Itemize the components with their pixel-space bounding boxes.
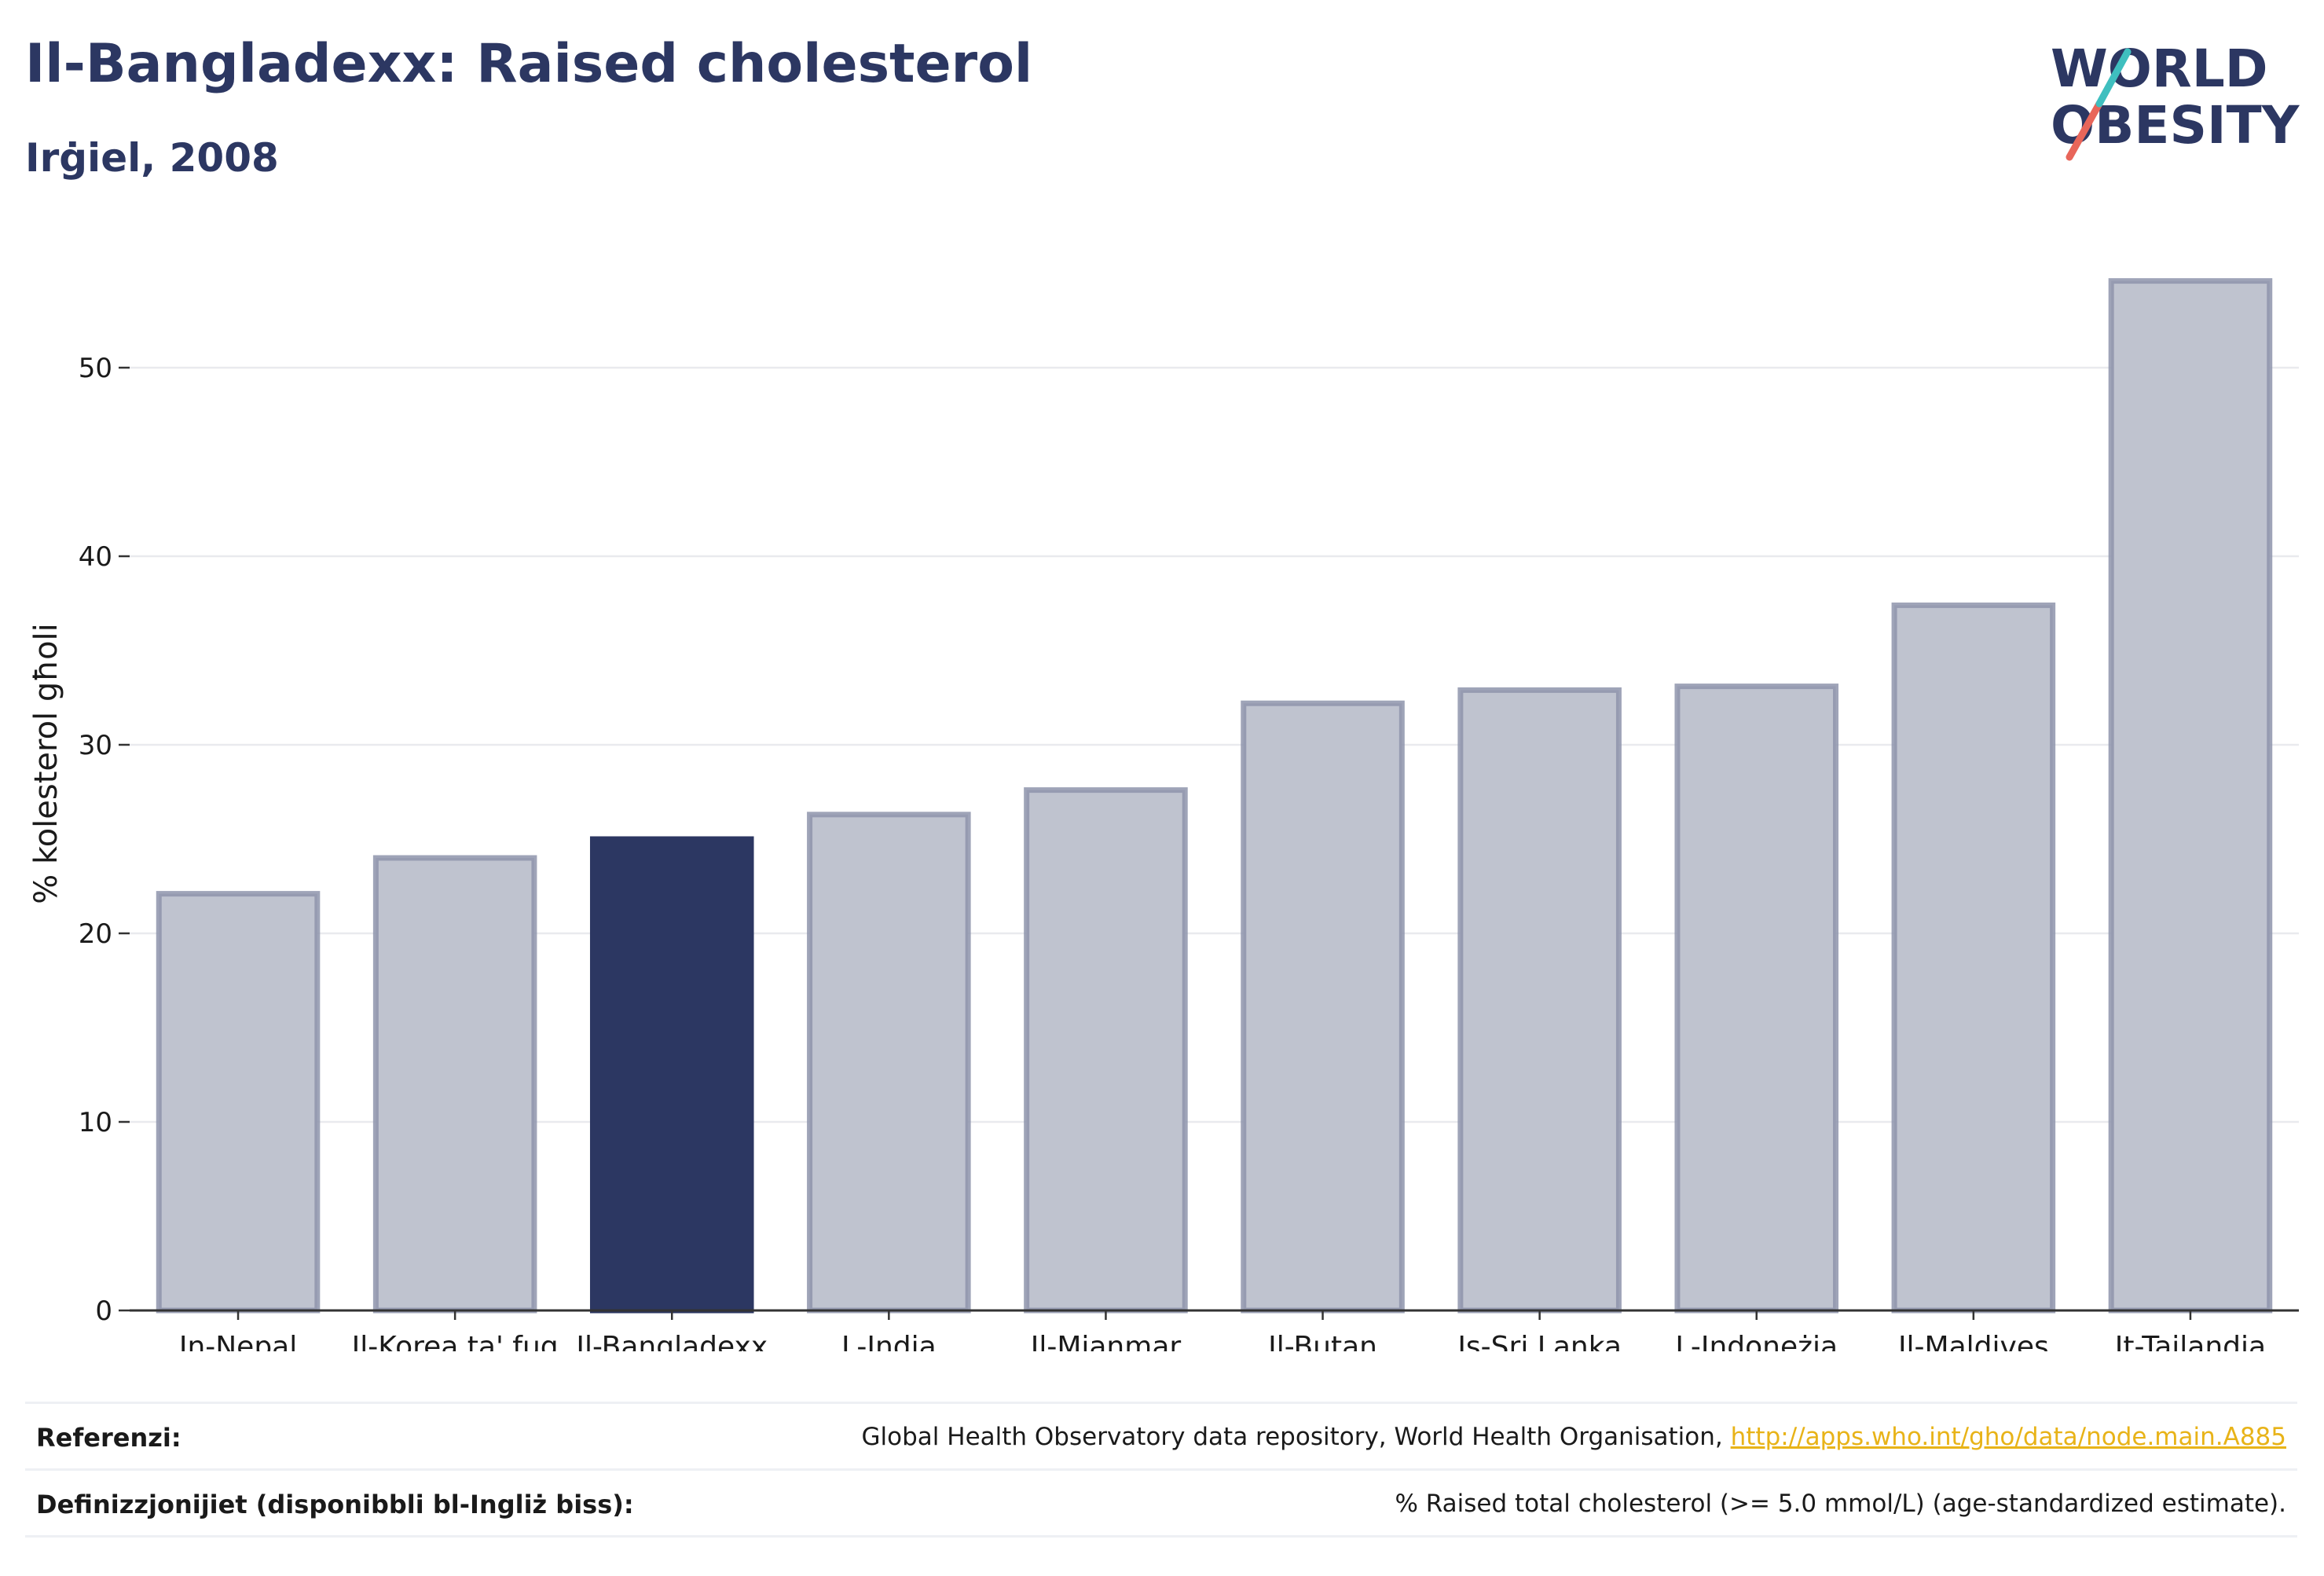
y-axis-title: % kolesterol għoli — [28, 623, 64, 904]
chart-subtitle: Irġiel, 2008 — [25, 135, 279, 181]
axes: 0 10 20 30 40 50 In-Nepal Il-Korea ta' fuq Il-Ba… — [79, 353, 2299, 1351]
y-tick-label: 0 — [95, 1296, 112, 1327]
bar-il-korea-ta-fuq[interactable] — [372, 855, 537, 1314]
references-link[interactable]: http://apps.who.int/gho/data/node.main.A… — [1730, 1423, 2286, 1451]
y-tick-label: 50 — [79, 353, 112, 384]
bar-il-mjanmar[interactable] — [1024, 787, 1188, 1314]
y-tick-label: 40 — [79, 541, 112, 573]
footer-table: Referenzi: Global Health Observatory dat… — [25, 1402, 2297, 1538]
bar-in-nepal[interactable] — [156, 891, 321, 1314]
world-obesity-logo: WORLD OBESITY — [2051, 38, 2300, 161]
references-row: Referenzi: Global Health Observatory dat… — [25, 1402, 2297, 1468]
logo-line-world: WORLD — [2051, 38, 2268, 99]
bar-il-bangladexx[interactable] — [589, 836, 754, 1314]
definitions-value: % Raised total cholesterol (>= 5.0 mmol/… — [1395, 1490, 2286, 1518]
x-tick-label: L-Indja — [841, 1331, 937, 1351]
bar-il-butan[interactable] — [1241, 700, 1405, 1314]
references-label: Referenzi: — [36, 1423, 181, 1453]
x-tick-label: It-Tajlandja — [2115, 1331, 2266, 1351]
y-tick-label: 20 — [79, 918, 112, 950]
logo-slash-red — [2066, 100, 2103, 161]
chart-title: Il-Bangladexx: Raised cholesterol — [25, 33, 1033, 95]
bar-chart: 0 10 20 30 40 50 In-Nepal Il-Korea ta' fuq Il-Ba… — [28, 278, 2299, 1351]
logo-line-obesity: OBESITY — [2051, 95, 2300, 156]
bar-l-indone-ja[interactable] — [1674, 684, 1839, 1314]
logo-slash-teal — [2095, 48, 2132, 108]
x-tick-label: Is-Sri Lanka — [1457, 1331, 1622, 1351]
y-tick-label: 30 — [79, 730, 112, 761]
bar-is-sri-lanka[interactable] — [1457, 687, 1622, 1314]
bar-il-maldives[interactable] — [1891, 602, 2056, 1314]
x-tick-label: In-Nepal — [179, 1331, 297, 1351]
bar-it-tajlandja[interactable] — [2108, 278, 2273, 1314]
x-tick-label: L-Indoneżja — [1675, 1331, 1838, 1351]
bar-l-indja[interactable] — [807, 812, 971, 1314]
x-tick-label: Il-Maldives — [1898, 1331, 2049, 1351]
references-value: Global Health Observatory data repositor… — [862, 1423, 2286, 1451]
x-tick-label: Il-Butan — [1268, 1331, 1377, 1351]
references-text: Global Health Observatory data repositor… — [861, 1423, 1731, 1451]
definitions-label: Definizzjonijiet (disponibbli bl-Ingliż … — [36, 1490, 634, 1519]
x-tick-label: Il-Mjanmar — [1031, 1331, 1182, 1351]
definitions-row: Definizzjonijiet (disponibbli bl-Ingliż … — [25, 1468, 2297, 1538]
bars — [156, 278, 2273, 1314]
x-tick-label: Il-Bangladexx — [576, 1331, 768, 1351]
x-tick-label: Il-Korea ta' fuq — [352, 1331, 559, 1351]
y-tick-label: 10 — [79, 1107, 112, 1138]
